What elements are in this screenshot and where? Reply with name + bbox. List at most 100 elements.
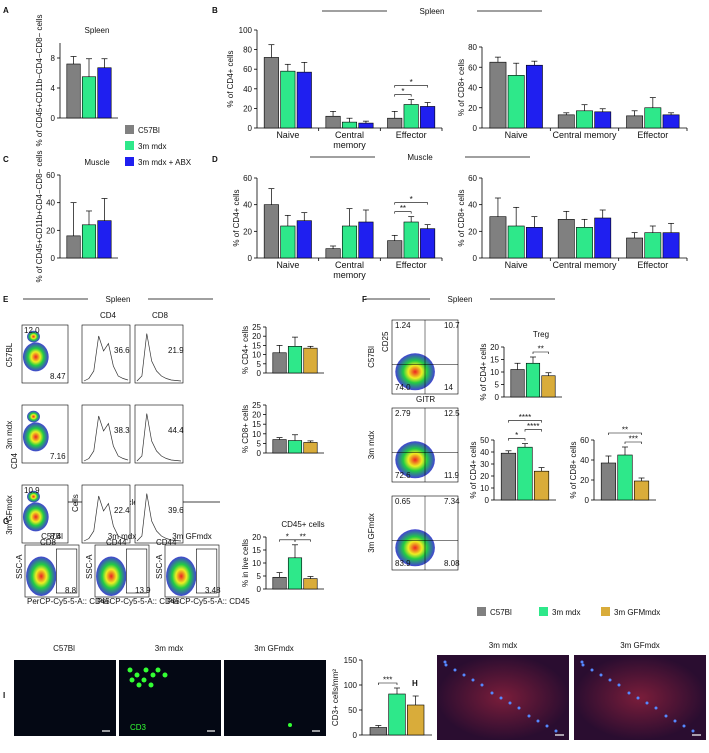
nucleus bbox=[617, 683, 621, 687]
bar bbox=[500, 452, 517, 501]
x-tick-label: Effector bbox=[395, 260, 427, 270]
bar bbox=[369, 727, 387, 736]
gate-value: 8.4 bbox=[50, 532, 62, 541]
axis-label: GITR bbox=[416, 395, 435, 404]
significance-bracket bbox=[532, 351, 549, 354]
panel-letter: H bbox=[412, 679, 418, 688]
bar bbox=[600, 462, 617, 501]
y-tick-label: 150 bbox=[344, 656, 358, 665]
legend-label: 3m mdx bbox=[552, 608, 580, 617]
axis-label: CD4 bbox=[10, 452, 19, 469]
gate-value: 72.6 bbox=[395, 471, 411, 480]
significance-label: **** bbox=[519, 413, 531, 422]
y-axis-label: % CD8+ cells bbox=[241, 405, 250, 453]
x-tick-label-box: Effector bbox=[637, 260, 668, 270]
y-tick-label: 15 bbox=[252, 420, 261, 429]
y-tick-label: 25 bbox=[252, 401, 261, 410]
flow-density bbox=[22, 502, 49, 532]
y-tick-label: 60 bbox=[468, 63, 477, 72]
micrograph bbox=[224, 660, 326, 736]
image-title: 3m GFmdx bbox=[620, 641, 660, 650]
gate-value: 83.9 bbox=[395, 559, 411, 568]
gate-value: 74.0 bbox=[395, 383, 411, 392]
y-tick-label: 80 bbox=[468, 43, 477, 52]
y-tick-label: 15 bbox=[490, 356, 499, 365]
row-label: 3m GFmdx bbox=[5, 495, 14, 535]
gate-value: 38.3 bbox=[114, 426, 130, 435]
y-tick-label: 4 bbox=[51, 84, 56, 93]
x-tick-label-box: Effector bbox=[395, 260, 427, 270]
significance-bracket bbox=[394, 211, 412, 214]
bar bbox=[287, 440, 303, 454]
nucleus bbox=[480, 683, 484, 687]
bar bbox=[66, 235, 81, 259]
y-axis-label: % of CD4+ cells bbox=[226, 50, 235, 107]
chart-title: CD45+ cells bbox=[281, 520, 324, 529]
bar bbox=[325, 248, 341, 259]
y-tick-label: 100 bbox=[239, 26, 253, 35]
significance-label: * bbox=[515, 431, 518, 440]
x-tick-label: Central memory bbox=[552, 260, 617, 270]
y-tick-label: 0 bbox=[473, 254, 478, 263]
bar bbox=[341, 121, 358, 129]
plot-title: 3m GFmdx bbox=[172, 532, 212, 541]
gate-value: 0.65 bbox=[395, 497, 411, 506]
y-tick-label: 0 bbox=[495, 393, 500, 402]
bar bbox=[280, 225, 296, 259]
nucleus bbox=[462, 673, 466, 677]
y-tick-label: 20 bbox=[480, 472, 489, 481]
x-tick-label-box: Central memory bbox=[333, 260, 366, 280]
y-tick-label: 10 bbox=[252, 430, 261, 439]
y-tick-label: 40 bbox=[580, 456, 589, 465]
y-tick-label: 5 bbox=[257, 572, 262, 581]
bar bbox=[263, 204, 279, 259]
histogram-curve bbox=[83, 335, 129, 382]
plot-title: C57Bl bbox=[41, 532, 63, 541]
legend-label: 3m mdx bbox=[138, 142, 166, 151]
x-tick-label-box: Central memory bbox=[552, 260, 617, 270]
significance-bracket bbox=[608, 432, 642, 435]
axis-label: SSC-A bbox=[15, 554, 24, 579]
y-tick-label: 50 bbox=[480, 436, 489, 445]
bar bbox=[507, 225, 525, 259]
nucleus bbox=[443, 660, 447, 664]
significance-label: * bbox=[410, 78, 413, 87]
panel-letter: A bbox=[3, 6, 9, 15]
gate-value: 3.48 bbox=[205, 586, 221, 595]
bar bbox=[263, 57, 279, 129]
y-tick-label: 20 bbox=[252, 533, 261, 542]
y-tick-label: 5 bbox=[257, 360, 262, 369]
y-axis-label: % of CD8+ cells bbox=[457, 189, 466, 246]
image-title: 3m mdx bbox=[155, 644, 183, 653]
y-axis-label: % of CD4+ cells bbox=[232, 189, 241, 246]
bar bbox=[358, 122, 374, 129]
gate-value: 7.34 bbox=[444, 497, 460, 506]
column-header: CD8 bbox=[152, 311, 169, 320]
y-tick-label: 10 bbox=[490, 368, 499, 377]
y-tick-label: 40 bbox=[468, 201, 477, 210]
bar bbox=[525, 227, 543, 259]
x-tick-label: Effector bbox=[637, 130, 669, 140]
nucleus bbox=[517, 706, 521, 710]
nucleus bbox=[590, 668, 594, 672]
y-tick-label: 30 bbox=[480, 460, 489, 469]
significance-label: * bbox=[401, 87, 404, 96]
significance-bracket bbox=[394, 202, 428, 205]
x-tick-label: Naive bbox=[276, 260, 300, 270]
gate-value: 8.08 bbox=[444, 559, 460, 568]
bar bbox=[525, 64, 543, 129]
column-header: CD4 bbox=[100, 311, 117, 320]
x-tick-label-box: Central memory bbox=[552, 130, 616, 140]
axis-label: Cells bbox=[71, 494, 80, 512]
bar bbox=[420, 106, 436, 129]
histogram-plot bbox=[81, 404, 131, 464]
flow-density bbox=[22, 422, 49, 452]
y-tick-label: 60 bbox=[243, 174, 252, 183]
significance-label: * bbox=[410, 195, 413, 204]
nucleus bbox=[645, 701, 649, 705]
cd3-cell bbox=[148, 682, 154, 688]
histogram-curve bbox=[136, 493, 182, 542]
nucleus bbox=[664, 714, 668, 718]
y-tick-label: 40 bbox=[468, 84, 477, 93]
y-tick-label: 0 bbox=[257, 369, 262, 378]
